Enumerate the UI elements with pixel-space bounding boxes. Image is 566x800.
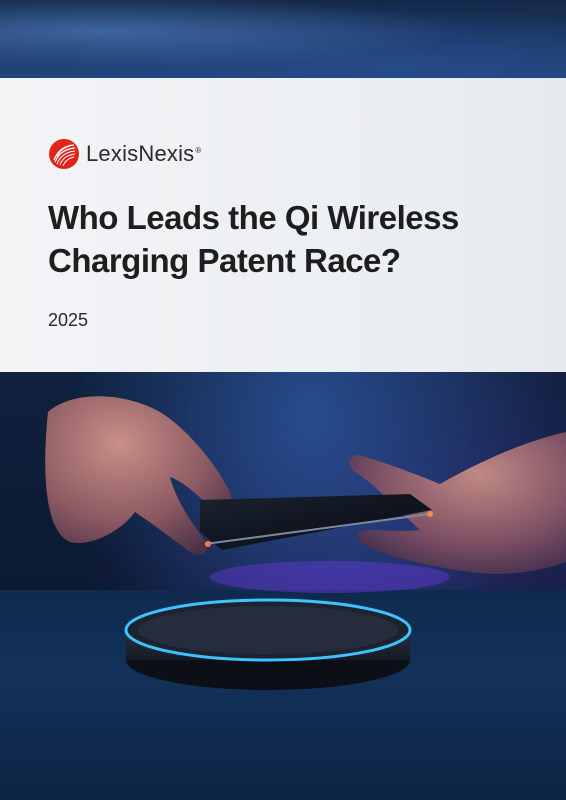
title-line-1: Who Leads the Qi Wireless: [48, 199, 459, 236]
brand-name: LexisNexis®: [86, 141, 202, 166]
title-line-2: Charging Patent Race?: [48, 242, 401, 279]
left-hand: [45, 396, 232, 556]
title-band: [0, 78, 566, 372]
header-photo: [0, 0, 566, 78]
report-year: 2025: [48, 310, 89, 330]
lexisnexis-emblem-icon: [49, 139, 79, 169]
charger-glow-ring: [124, 598, 412, 662]
hands-phone-charger-illustration: [45, 396, 566, 690]
report-title: Who Leads the Qi Wireless Charging Paten…: [48, 196, 548, 282]
lexisnexis-logo[interactable]: LexisNexis®: [48, 138, 201, 170]
right-hand: [349, 432, 566, 574]
